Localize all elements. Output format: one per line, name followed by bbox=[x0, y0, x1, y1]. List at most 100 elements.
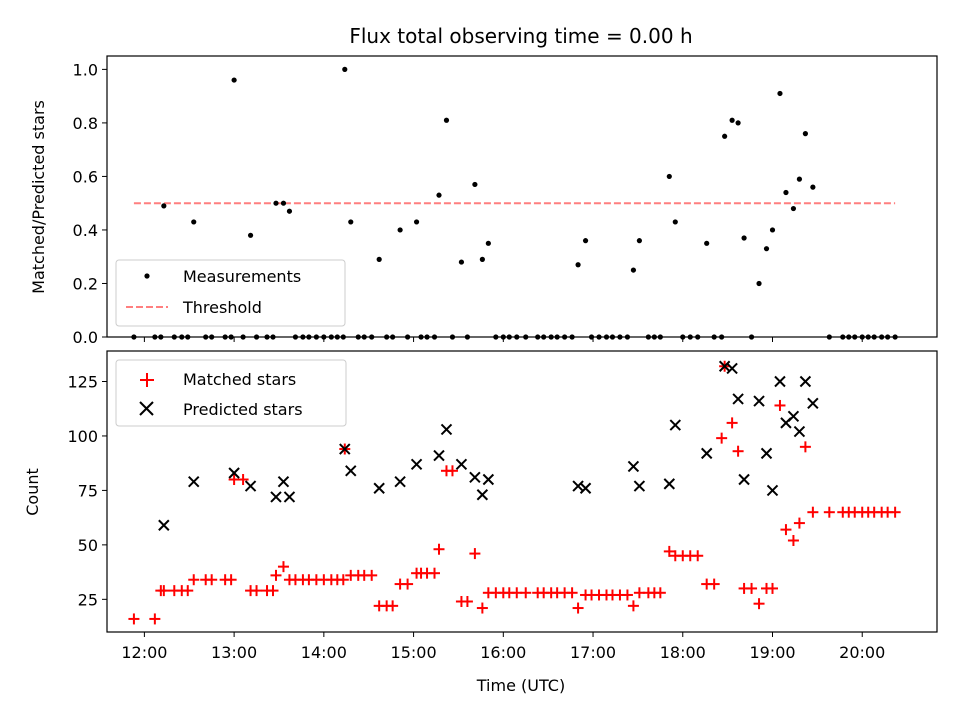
matched-star-point bbox=[823, 506, 835, 518]
matched-star-point bbox=[726, 417, 738, 429]
legend-matched-label: Matched stars bbox=[183, 370, 296, 389]
measurement-point bbox=[485, 240, 491, 246]
bottom-y-tick-label: 125 bbox=[67, 372, 98, 391]
measurement-point bbox=[704, 240, 710, 246]
predicted-star-point bbox=[476, 489, 489, 501]
matched-star-point bbox=[206, 574, 218, 586]
matched-star-point bbox=[663, 545, 675, 557]
matched-star-point bbox=[566, 587, 578, 599]
measurement-point bbox=[443, 117, 450, 123]
matched-star-point bbox=[337, 574, 349, 586]
matched-star-point bbox=[572, 602, 584, 614]
measurement-point bbox=[191, 219, 197, 225]
predicted-star-point bbox=[433, 449, 445, 462]
legend-matched-marker bbox=[140, 373, 154, 387]
matched-star-point bbox=[225, 574, 237, 586]
predicted-star-point bbox=[277, 475, 290, 488]
predicted-star-point bbox=[799, 375, 812, 388]
measurement-point bbox=[413, 219, 420, 225]
predicted-star-point bbox=[663, 478, 676, 490]
bottom-panel: 12:00 13:00 14:00 15:00 16:00 17:00 18:00 19:00… bbox=[23, 350, 938, 695]
x-tick-label: 17:00 bbox=[570, 643, 616, 662]
legend-measurements-label: Measurements bbox=[183, 267, 301, 286]
matched-star-point bbox=[654, 587, 666, 599]
top-panel: 0.0 0.2 0.4 0.6 0.8 1.0 Matched/Predicted sta… bbox=[29, 55, 938, 347]
predicted-star-point bbox=[339, 443, 351, 455]
matched-star-point bbox=[793, 517, 805, 529]
top-axes-frame bbox=[106, 55, 938, 338]
predicted-star-point bbox=[188, 475, 200, 488]
predicted-star-point bbox=[669, 419, 681, 431]
matched-star-point bbox=[429, 567, 441, 579]
matched-star-point bbox=[402, 578, 414, 590]
predicted-star-point bbox=[373, 482, 385, 494]
measurement-point bbox=[672, 219, 678, 225]
measurement-point bbox=[280, 200, 287, 206]
matched-star-point bbox=[433, 543, 445, 555]
predicted-star-point bbox=[738, 473, 750, 486]
top-y-axis-label: Matched/Predicted stars bbox=[29, 100, 48, 294]
matched-star-point bbox=[799, 441, 811, 453]
predicted-star-point bbox=[345, 465, 357, 477]
measurement-point bbox=[729, 117, 735, 123]
matched-star-point bbox=[366, 569, 378, 581]
matched-star-point bbox=[746, 582, 758, 594]
predicted-star-point bbox=[440, 423, 453, 436]
measurement-point bbox=[231, 77, 237, 83]
measurement-point bbox=[376, 256, 382, 262]
bottom-y-tick-label: 25 bbox=[78, 590, 98, 609]
matched-star-point bbox=[267, 585, 279, 597]
measurement-point bbox=[666, 173, 672, 180]
x-tick-label: 15:00 bbox=[391, 643, 437, 662]
matched-star-point bbox=[889, 506, 901, 518]
matched-star-point bbox=[732, 445, 744, 457]
predicted-star-point bbox=[158, 519, 170, 531]
measurement-point bbox=[722, 133, 728, 139]
predicted-star-point bbox=[807, 397, 819, 409]
measurement-point bbox=[796, 176, 803, 182]
x-tick-label: 18:00 bbox=[660, 643, 706, 662]
measurement-point bbox=[436, 192, 442, 198]
matched-star-point bbox=[766, 582, 778, 594]
bottom-legend: Matched stars Predicted stars bbox=[115, 359, 347, 427]
predicted-star-point bbox=[410, 458, 423, 470]
bottom-axes-frame bbox=[106, 350, 938, 633]
measurement-point bbox=[273, 200, 279, 206]
matched-star-point bbox=[469, 548, 481, 560]
measurement-point bbox=[286, 208, 293, 214]
predicted-star-point bbox=[726, 362, 738, 375]
bottom-y-tick-label: 100 bbox=[67, 427, 98, 446]
matched-star-point bbox=[461, 596, 473, 608]
matched-star-point bbox=[753, 598, 765, 610]
predicted-star-point bbox=[228, 467, 240, 479]
measurement-point bbox=[348, 219, 354, 225]
matched-star-point bbox=[708, 578, 720, 590]
matched-star-point bbox=[627, 600, 639, 612]
measurement-point bbox=[777, 90, 783, 97]
predicted-star-point bbox=[633, 480, 646, 492]
predicted-star-point bbox=[579, 482, 592, 494]
measurement-point bbox=[479, 256, 485, 262]
predicted-star-point bbox=[482, 473, 495, 486]
x-tick-label: 13:00 bbox=[211, 643, 257, 662]
legend-threshold-label: Threshold bbox=[182, 298, 262, 317]
bottom-y-tick-label: 75 bbox=[78, 481, 98, 500]
matched-star-point bbox=[787, 535, 799, 547]
measurement-point bbox=[458, 259, 465, 265]
matched-star-point bbox=[237, 474, 249, 486]
measurement-point bbox=[630, 267, 637, 273]
measurement-point bbox=[735, 120, 741, 126]
matched-star-point bbox=[446, 465, 458, 477]
matched-star-point bbox=[780, 524, 792, 536]
legend-predicted-marker bbox=[139, 401, 154, 416]
measurement-point bbox=[472, 181, 478, 188]
matched-star-point bbox=[716, 432, 728, 444]
measurement-point bbox=[790, 205, 797, 212]
x-tick-label: 14:00 bbox=[301, 643, 347, 662]
bottom-y-tick-label: 50 bbox=[78, 536, 98, 555]
x-tick-label: 19:00 bbox=[749, 643, 795, 662]
predicted-star-point bbox=[627, 460, 640, 473]
x-axis-label: Time (UTC) bbox=[476, 676, 565, 695]
bottom-axis-ticks: 12:00 13:00 14:00 15:00 16:00 17:00 18:00 19:00… bbox=[67, 372, 885, 662]
